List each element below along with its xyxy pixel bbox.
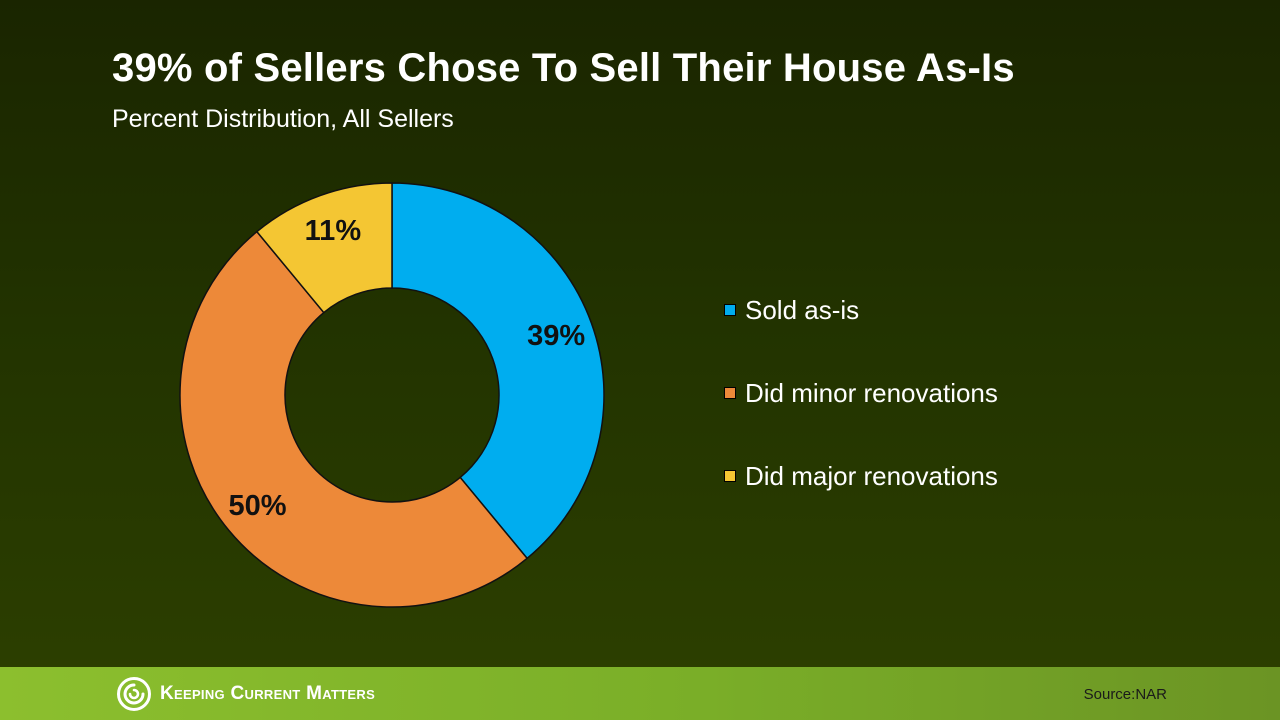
legend-label-minor-renovations: Did minor renovations <box>745 377 998 408</box>
swirl-logo-icon <box>117 677 151 711</box>
chart-title: 39% of Sellers Chose To Sell Their House… <box>112 46 1015 90</box>
footer-bar: Keeping Current Matters Source:NAR <box>0 667 1280 720</box>
legend-swatch-minor-renovations <box>724 387 736 399</box>
slice-did-minor-renovations <box>179 230 529 608</box>
data-label-did-minor-renovations: 50% <box>229 490 287 522</box>
legend-swatch-major-renovations <box>724 470 736 482</box>
legend-item-sold-as-is: Sold as-is <box>724 290 998 330</box>
data-label-did-major-renovations: 11% <box>305 215 362 247</box>
brand-name: Keeping Current Matters <box>160 683 376 704</box>
legend-label-sold-as-is: Sold as-is <box>745 294 860 325</box>
legend-item-minor-renovations: Did minor renovations <box>724 373 998 413</box>
data-label-sold-as-is: 39% <box>527 320 585 352</box>
legend-swatch-sold-as-is <box>724 304 736 316</box>
source-note: Source:NAR <box>1083 686 1167 703</box>
chart-legend: Sold as-is Did minor renovations Did maj… <box>724 290 998 539</box>
donut-chart: 39% 50% 11% <box>179 182 605 608</box>
legend-label-major-renovations: Did major renovations <box>745 460 998 491</box>
slice-sold-as-is <box>391 182 605 560</box>
legend-item-major-renovations: Did major renovations <box>724 456 998 496</box>
chart-subtitle: Percent Distribution, All Sellers <box>112 105 454 133</box>
brand-logo: Keeping Current Matters <box>117 677 375 711</box>
slice-did-major-renovations <box>255 182 393 314</box>
